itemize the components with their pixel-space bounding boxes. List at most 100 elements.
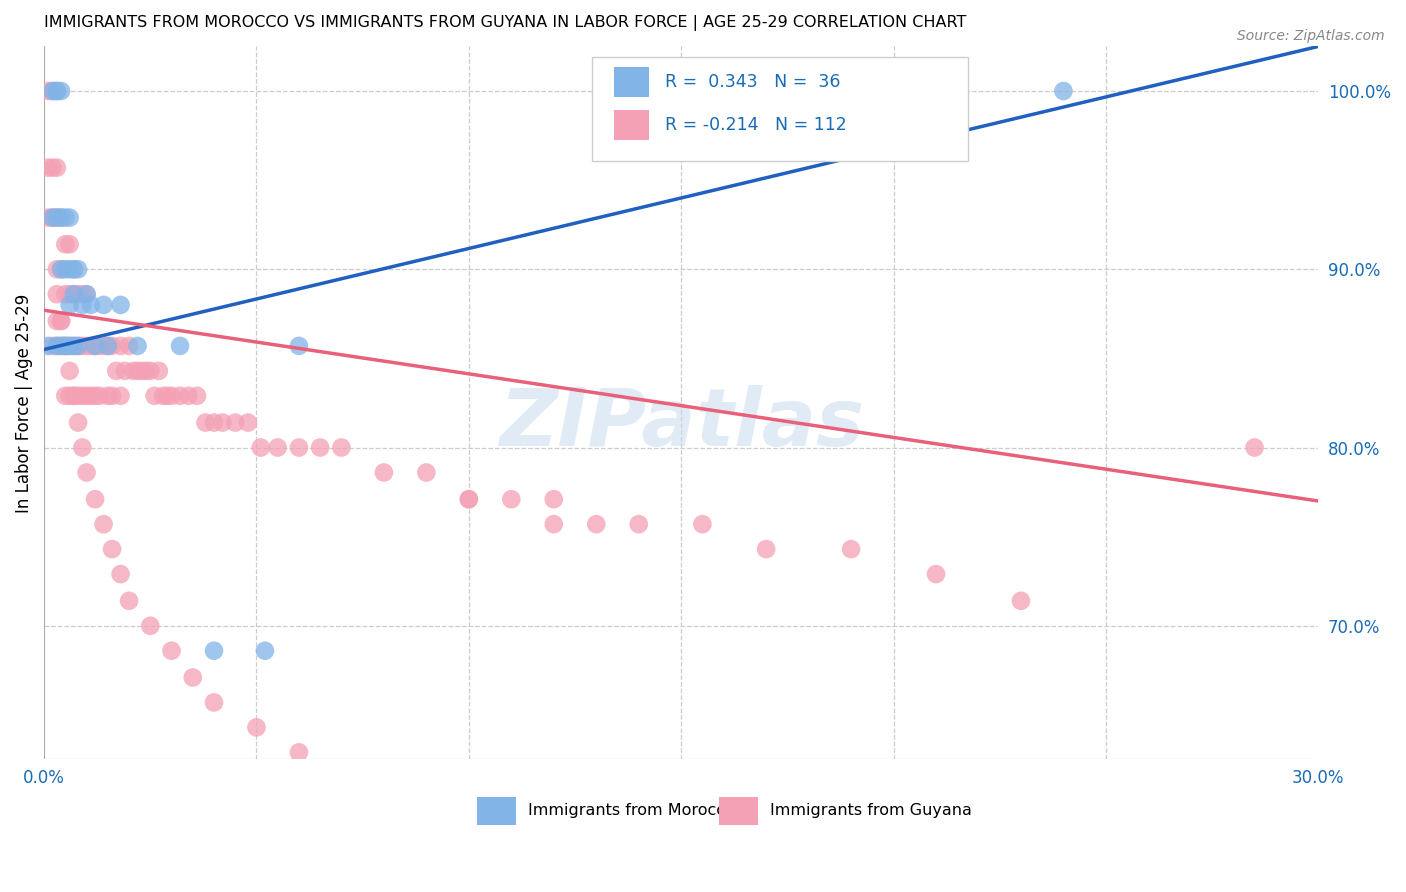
Point	[330, 772, 353, 786]
Point	[89, 339, 111, 353]
Point	[53, 211, 76, 225]
Point	[543, 492, 565, 507]
Point	[309, 441, 332, 455]
Point	[127, 339, 149, 353]
Point	[169, 339, 191, 353]
Point	[89, 389, 111, 403]
Point	[58, 364, 80, 378]
Point	[288, 441, 311, 455]
Point	[63, 287, 86, 301]
Point	[67, 339, 90, 353]
Point	[53, 287, 76, 301]
Point	[93, 298, 115, 312]
Point	[53, 262, 76, 277]
Point	[49, 314, 72, 328]
Point	[585, 517, 607, 532]
Point	[627, 517, 650, 532]
Point	[41, 211, 63, 225]
FancyBboxPatch shape	[613, 67, 650, 97]
Point	[925, 567, 948, 582]
Point	[45, 339, 67, 353]
Point	[101, 542, 124, 557]
Point	[93, 517, 115, 532]
Point	[80, 298, 103, 312]
Point	[45, 211, 67, 225]
Point	[755, 542, 778, 557]
Point	[224, 416, 246, 430]
Point	[45, 262, 67, 277]
Point	[245, 720, 267, 734]
Point	[53, 237, 76, 252]
Point	[67, 389, 90, 403]
Point	[76, 466, 98, 480]
Point	[45, 161, 67, 175]
Point	[84, 339, 107, 353]
Point	[41, 339, 63, 353]
Text: IMMIGRANTS FROM MOROCCO VS IMMIGRANTS FROM GUYANA IN LABOR FORCE | AGE 25-29 COR: IMMIGRANTS FROM MOROCCO VS IMMIGRANTS FR…	[44, 15, 966, 31]
Point	[45, 84, 67, 98]
Point	[53, 389, 76, 403]
Point	[253, 644, 276, 658]
Point	[101, 339, 124, 353]
Point	[80, 389, 103, 403]
Point	[58, 339, 80, 353]
Point	[169, 389, 191, 403]
Point	[49, 262, 72, 277]
Point	[63, 287, 86, 301]
Point	[122, 364, 145, 378]
Point	[139, 619, 162, 633]
Point	[110, 567, 132, 582]
Point	[152, 389, 174, 403]
Point	[236, 416, 259, 430]
Point	[49, 211, 72, 225]
Point	[148, 364, 170, 378]
Point	[67, 262, 90, 277]
Point	[37, 339, 59, 353]
Point	[330, 441, 353, 455]
Point	[72, 389, 94, 403]
Text: Source: ZipAtlas.com: Source: ZipAtlas.com	[1237, 29, 1385, 43]
Point	[67, 416, 90, 430]
Point	[63, 262, 86, 277]
Point	[41, 211, 63, 225]
Point	[267, 441, 290, 455]
Text: Immigrants from Guyana: Immigrants from Guyana	[770, 804, 973, 818]
Point	[457, 492, 479, 507]
Point	[186, 389, 208, 403]
Point	[84, 492, 107, 507]
Point	[114, 364, 136, 378]
Point	[58, 298, 80, 312]
Point	[202, 695, 225, 709]
Point	[194, 416, 217, 430]
Point	[101, 389, 124, 403]
Point	[49, 211, 72, 225]
Point	[45, 287, 67, 301]
Point	[131, 364, 153, 378]
Point	[45, 84, 67, 98]
Point	[181, 670, 204, 684]
FancyBboxPatch shape	[592, 57, 967, 161]
FancyBboxPatch shape	[477, 797, 516, 825]
Point	[53, 339, 76, 353]
Point	[1243, 441, 1265, 455]
Point	[84, 339, 107, 353]
Point	[177, 389, 200, 403]
Text: ZIPatlas: ZIPatlas	[499, 385, 863, 463]
Point	[58, 339, 80, 353]
Point	[72, 441, 94, 455]
Point	[415, 466, 437, 480]
Point	[118, 339, 141, 353]
Text: Immigrants from Morocco: Immigrants from Morocco	[529, 804, 735, 818]
Point	[202, 416, 225, 430]
Point	[249, 441, 271, 455]
Point	[139, 364, 162, 378]
Point	[97, 339, 120, 353]
Point	[76, 287, 98, 301]
Point	[692, 517, 714, 532]
Point	[80, 339, 103, 353]
Point	[37, 161, 59, 175]
Point	[53, 339, 76, 353]
Point	[143, 389, 166, 403]
Point	[76, 287, 98, 301]
Point	[288, 745, 311, 759]
